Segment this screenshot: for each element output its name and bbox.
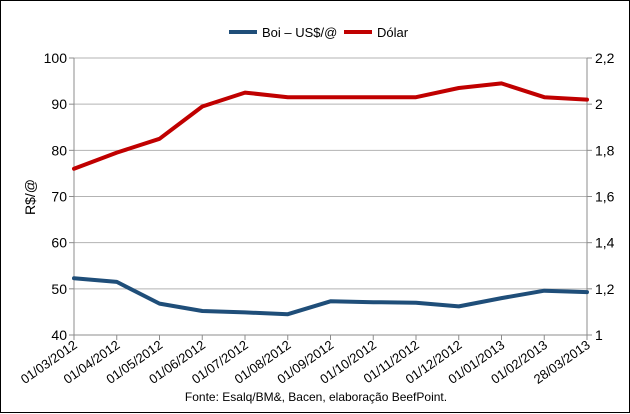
source-note: Fonte: Esalq/BM&, Bacen, elaboração Beef… [185, 390, 447, 404]
y2-tick-label: 1,8 [595, 142, 615, 158]
y2-tick-label: 1,2 [595, 281, 615, 297]
y-tick-label: 100 [44, 50, 68, 66]
y-tick-label: 80 [51, 142, 67, 158]
y-tick-label: 50 [51, 281, 67, 297]
x-axis-ticks: 01/03/201201/04/201201/05/201201/06/2012… [18, 337, 593, 387]
gridlines [74, 58, 587, 335]
y-tick-label: 90 [51, 96, 67, 112]
y2-tick-label: 2 [595, 96, 603, 112]
y2-tick-label: 1,6 [595, 189, 615, 205]
y-axis-label: R$/@ [22, 179, 38, 215]
y2-axis-ticks: 1 1,2 1,4 1,6 1,8 2 2,2 [587, 50, 615, 343]
y2-tick-label: 2,2 [595, 50, 615, 66]
series-lines [74, 83, 587, 314]
series-line-dolar [74, 83, 587, 168]
legend: Boi – US$/@ Dólar [229, 25, 409, 40]
y2-tick-label: 1 [595, 327, 603, 343]
y2-tick-label: 1,4 [595, 235, 615, 251]
series-line-boi [74, 278, 587, 314]
legend-label-dolar: Dólar [377, 25, 409, 40]
y-tick-label: 70 [51, 189, 67, 205]
legend-label-boi: Boi – US$/@ [262, 25, 337, 40]
y-tick-label: 60 [51, 235, 67, 251]
